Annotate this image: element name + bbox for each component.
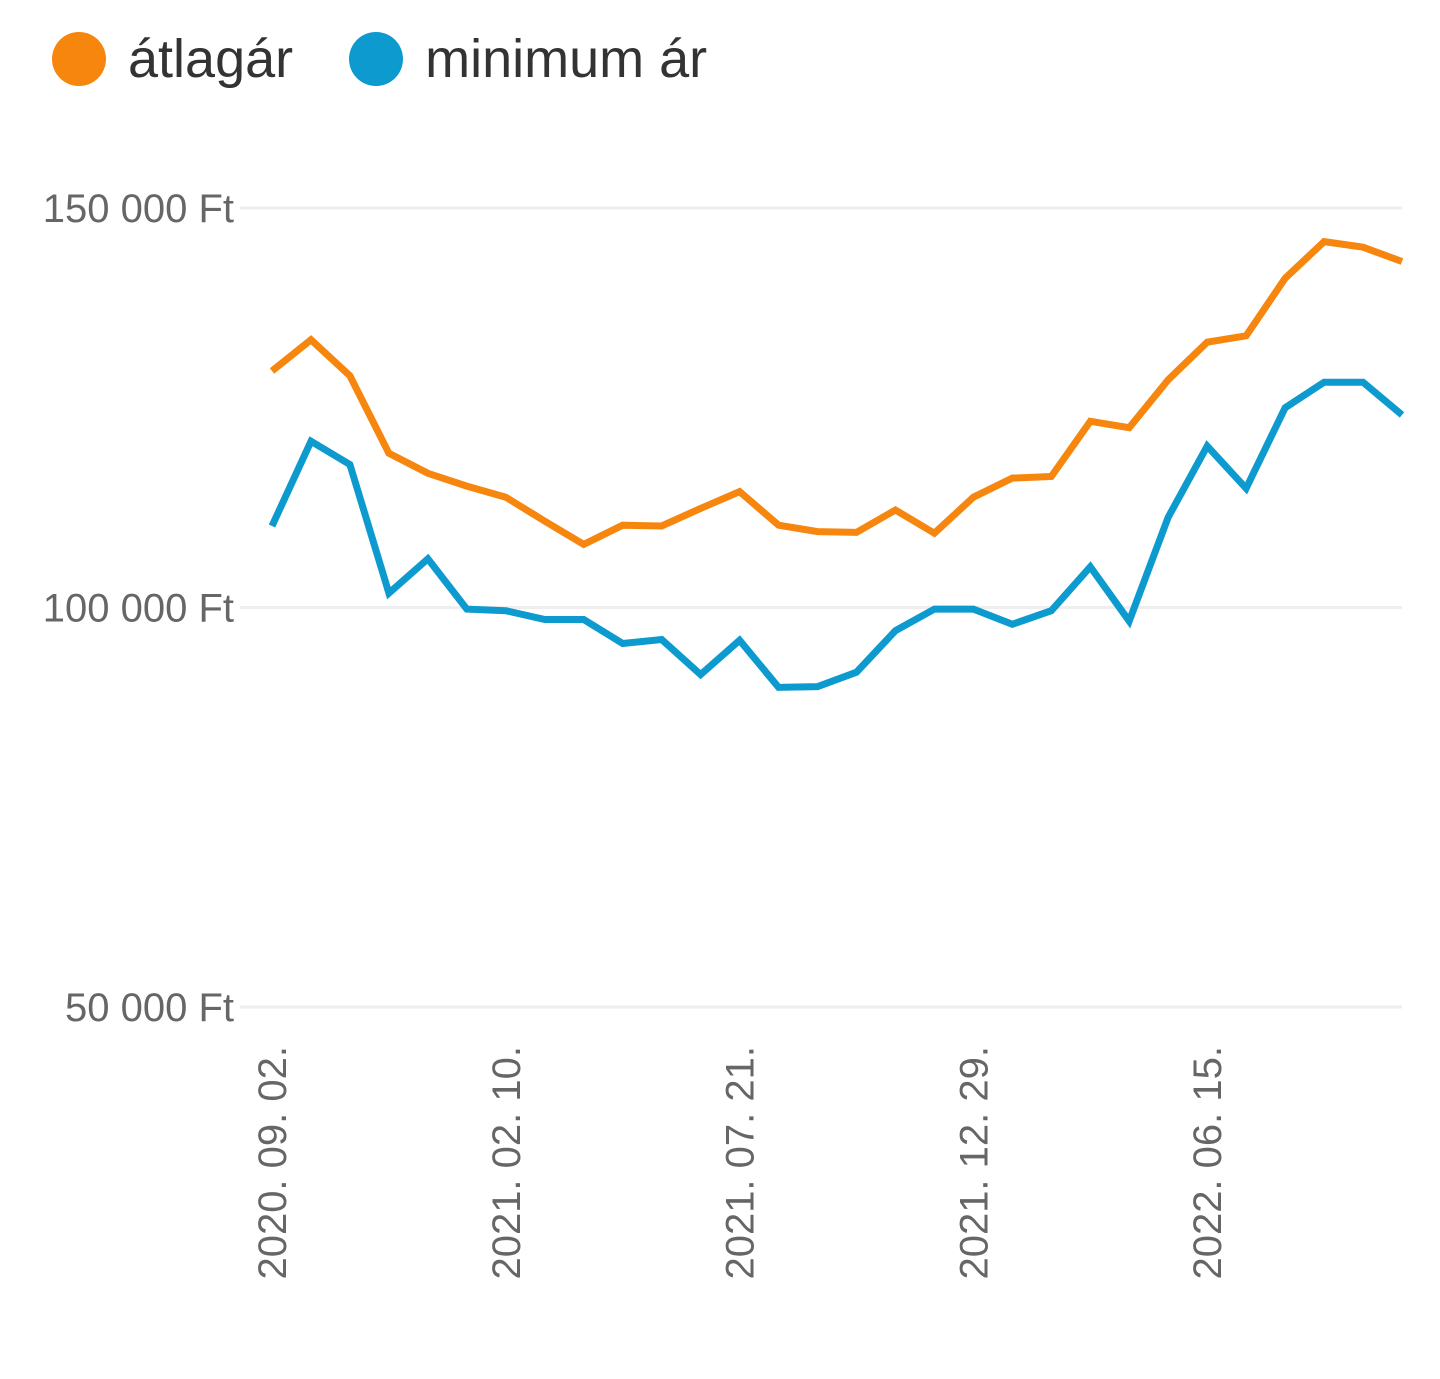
x-tick-label: 2021. 12. 29. [952, 1046, 996, 1280]
legend-item-atlagar[interactable]: átlagár [52, 24, 293, 94]
series-line-atlagar[interactable] [269, 237, 1404, 549]
legend-item-minimum[interactable]: minimum ár [349, 24, 707, 94]
x-tick-label: 2020. 09. 02. [251, 1046, 295, 1280]
x-tick-label: 2021. 07. 21. [719, 1046, 763, 1280]
legend-label-minimum: minimum ár [425, 29, 708, 89]
y-tick-label: 50 000 Ft [65, 986, 234, 1030]
y-tick-label: 100 000 Ft [43, 587, 234, 631]
legend-dot-minimum [349, 32, 404, 86]
series-lines [268, 237, 1405, 691]
gridlines [240, 206, 1402, 1009]
legend-label-atlagar: átlagár [128, 29, 294, 89]
x-axis-ticks: 2020. 09. 02. 2021. 02. 10. 2021. 07. 21. 2… [251, 1046, 1230, 1280]
legend-dot-atlagar [52, 32, 106, 86]
legend: átlagár minimum ár [52, 24, 763, 94]
y-axis-ticks: 50 000 Ft 100 000 Ft 150 000 Ft [43, 187, 234, 1030]
x-tick-label: 2021. 02. 10. [485, 1046, 529, 1280]
series-line-minimum[interactable] [268, 378, 1405, 691]
y-tick-label: 150 000 Ft [43, 187, 234, 231]
x-tick-label: 2022. 06. 15. [1186, 1046, 1230, 1280]
